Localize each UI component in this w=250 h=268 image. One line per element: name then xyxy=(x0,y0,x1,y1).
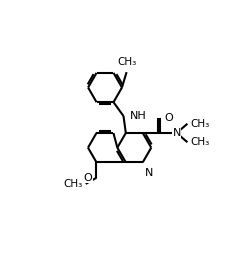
Text: CH₃: CH₃ xyxy=(190,137,210,147)
Text: N: N xyxy=(145,168,154,178)
Text: O: O xyxy=(84,173,92,183)
Text: NH: NH xyxy=(130,111,146,121)
Text: CH₃: CH₃ xyxy=(117,58,136,68)
Text: CH₃: CH₃ xyxy=(63,179,82,189)
Text: CH₃: CH₃ xyxy=(190,119,210,129)
Text: N: N xyxy=(172,128,181,138)
Text: O: O xyxy=(164,113,173,122)
